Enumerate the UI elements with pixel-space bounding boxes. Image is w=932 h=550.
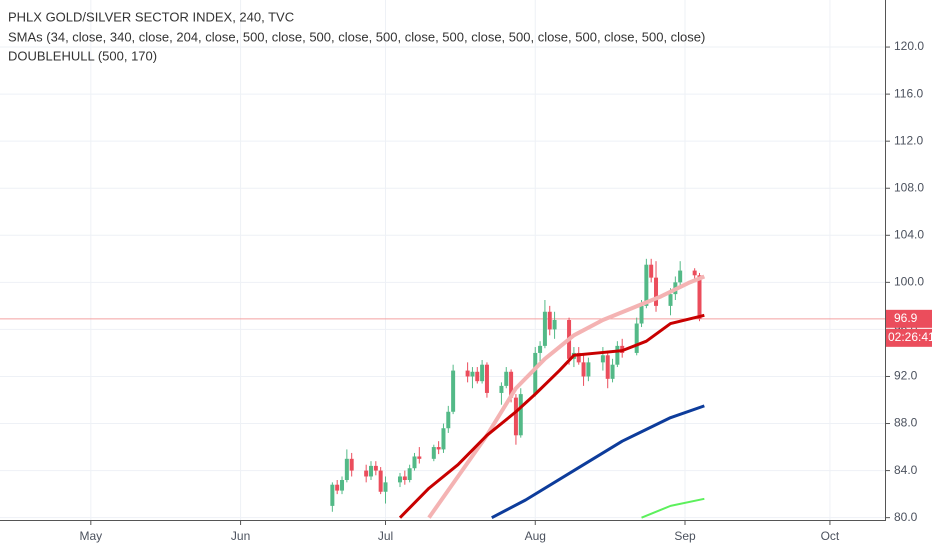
sma-line [427, 274, 706, 519]
candle-body [407, 468, 412, 480]
candle-body [533, 352, 538, 395]
candle-body [378, 470, 383, 492]
candle-body [480, 364, 485, 382]
candle-body [644, 264, 649, 306]
legend-title: PHLX GOLD/SILVER SECTOR INDEX, 240, TVC [8, 9, 294, 24]
candle-body [692, 270, 697, 276]
x-tick-label: Jun [231, 529, 250, 543]
y-tick-label: 116.0 [894, 86, 923, 100]
candle-body [369, 465, 374, 477]
candle-body [441, 428, 446, 450]
candle-body [518, 394, 523, 436]
candle-body [615, 345, 620, 365]
candle-body [344, 458, 349, 480]
y-tick-label: 84.0 [894, 463, 918, 477]
candle-body [513, 397, 518, 436]
candle-body [484, 364, 489, 393]
candle-body [417, 456, 422, 459]
candle-body [475, 371, 480, 382]
y-tick-label: 100.0 [894, 275, 924, 289]
candle-body [634, 323, 639, 353]
y-tick-label: 104.0 [894, 227, 924, 241]
candle-body [446, 411, 451, 429]
candle-body [451, 370, 456, 412]
candle-body [639, 305, 644, 324]
candle-body [678, 270, 683, 283]
candle-body [605, 355, 610, 379]
y-tick-label: 108.0 [894, 180, 924, 194]
y-tick-label: 92.0 [894, 369, 918, 383]
candle-body [649, 264, 654, 278]
last-price-label: 96.9 [894, 311, 918, 325]
candle-body [668, 294, 673, 306]
candle-body [499, 385, 504, 393]
candle-body [470, 371, 475, 377]
candle-body [542, 311, 547, 346]
sma-line [641, 497, 705, 519]
candle-body [465, 370, 470, 377]
sma-line [491, 404, 705, 519]
candle-body [504, 371, 509, 386]
x-tick-label: Oct [821, 529, 840, 543]
legend-sma: SMAs (34, close, 340, close, 204, close,… [8, 29, 705, 44]
x-tick-label: Jul [378, 529, 393, 543]
candle-body [436, 447, 441, 450]
candle-body [397, 476, 402, 483]
last-price-box [886, 309, 932, 328]
candle-body [412, 456, 417, 469]
countdown-box [886, 328, 932, 347]
legend-hull: DOUBLEHULL (500, 170) [8, 48, 157, 63]
candle-body [330, 484, 335, 506]
candle-body [552, 320, 557, 330]
x-tick-label: Aug [525, 529, 546, 543]
y-tick-label: 112.0 [894, 133, 923, 147]
candle-body [383, 482, 388, 492]
candle-body [373, 465, 378, 471]
candle-body [364, 470, 369, 477]
candle-body [431, 447, 436, 459]
candle-body [654, 277, 659, 306]
candle-body [547, 311, 552, 330]
y-tick-label: 80.0 [894, 510, 918, 524]
y-tick-label: 120.0 [894, 39, 924, 53]
countdown-label: 02:26:41 [888, 330, 932, 344]
sma-line [398, 313, 705, 519]
x-tick-label: May [79, 529, 102, 543]
y-tick-label: 88.0 [894, 416, 918, 430]
candle-body [349, 458, 354, 471]
candle-body [509, 371, 514, 398]
candle-body [538, 345, 543, 353]
candle-body [586, 362, 591, 377]
x-tick-label: Sep [674, 529, 696, 543]
candle-body [697, 275, 702, 319]
candle-body [581, 362, 586, 377]
candle-body [402, 476, 407, 480]
candle-body [610, 364, 615, 379]
candle-body [576, 352, 581, 363]
candle-body [340, 480, 345, 491]
candle-body [600, 355, 605, 363]
candle-body [335, 484, 340, 491]
